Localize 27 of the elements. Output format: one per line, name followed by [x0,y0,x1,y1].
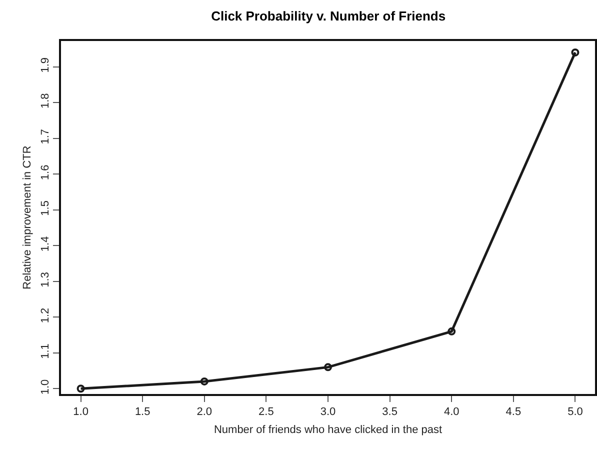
x-tick-label: 4.5 [506,406,522,418]
x-tick-label: 5.0 [568,406,583,418]
y-tick-label: 1.8 [40,93,52,109]
x-tick-label: 4.0 [444,406,460,418]
y-tick-label: 1.4 [40,236,52,252]
y-axis-title: Relative improvement in CTR [22,146,34,290]
y-tick-label: 1.5 [40,200,52,216]
x-tick-label: 3.0 [320,406,336,418]
x-tick-label: 3.5 [382,406,398,418]
chart-title: Click Probability v. Number of Friends [211,8,446,24]
x-axis-title: Number of friends who have clicked in the past [214,424,442,436]
x-tick-label: 1.5 [134,406,150,418]
y-tick-label: 1.6 [40,164,52,180]
point [200,377,208,386]
y-tick-label: 1.0 [40,379,52,395]
point [324,363,332,372]
point [76,384,85,393]
y-tick-label: 1.7 [40,128,52,144]
x-tick-label: 2.5 [258,406,274,418]
point [571,48,580,56]
y-tick-label: 1.2 [40,308,52,324]
y-tick-label: 1.1 [40,344,52,359]
x-tick-label: 1.0 [73,406,88,418]
x-tick-label: 2.0 [196,406,212,418]
point [448,327,456,336]
y-tick-label: 1.9 [40,57,52,73]
y-tick-label: 1.3 [40,272,52,288]
